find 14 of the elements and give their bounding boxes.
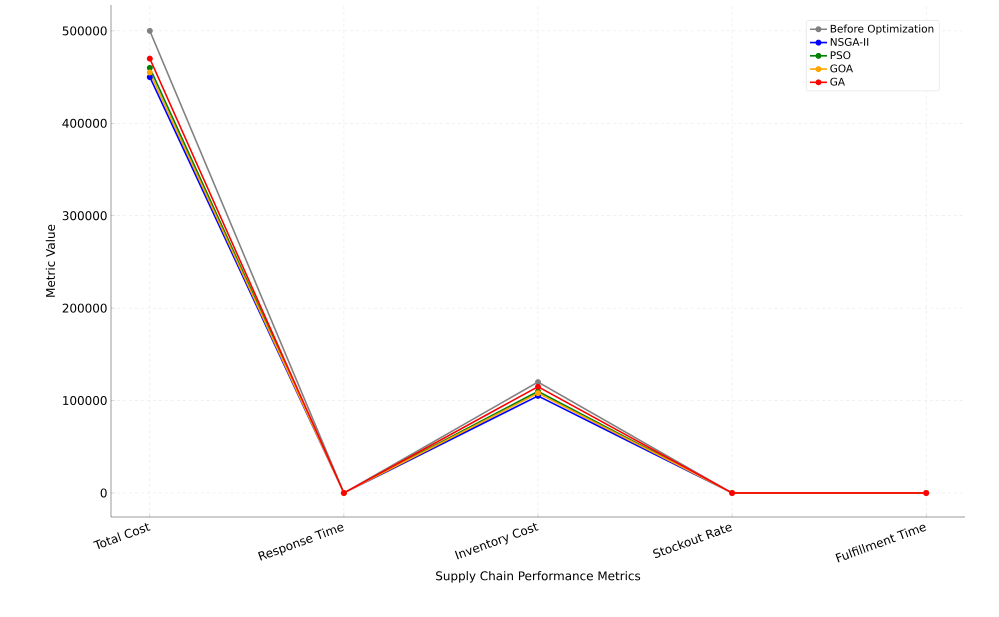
y-tick-label: 200000 — [62, 304, 107, 313]
y-tick-label: 100000 — [63, 396, 107, 406]
x-axis-title: Supply Chain Performance Metrics — [436, 571, 640, 583]
legend-label: GOA — [830, 64, 853, 72]
legend-label: GA — [830, 78, 845, 86]
legend-label: PSO — [830, 51, 850, 60]
legend-label: Before Optimization — [830, 24, 934, 35]
y-axis-title: Metric Value — [46, 224, 56, 297]
y-tick-label: 0 — [100, 488, 107, 498]
y-tick-label: 300000 — [62, 211, 107, 220]
y-tick-label: 500000 — [62, 26, 107, 36]
legend-label: NSGA-II — [830, 38, 868, 46]
x-tick-label: Total Cost — [93, 523, 151, 549]
y-tick-label: 400000 — [62, 118, 107, 128]
